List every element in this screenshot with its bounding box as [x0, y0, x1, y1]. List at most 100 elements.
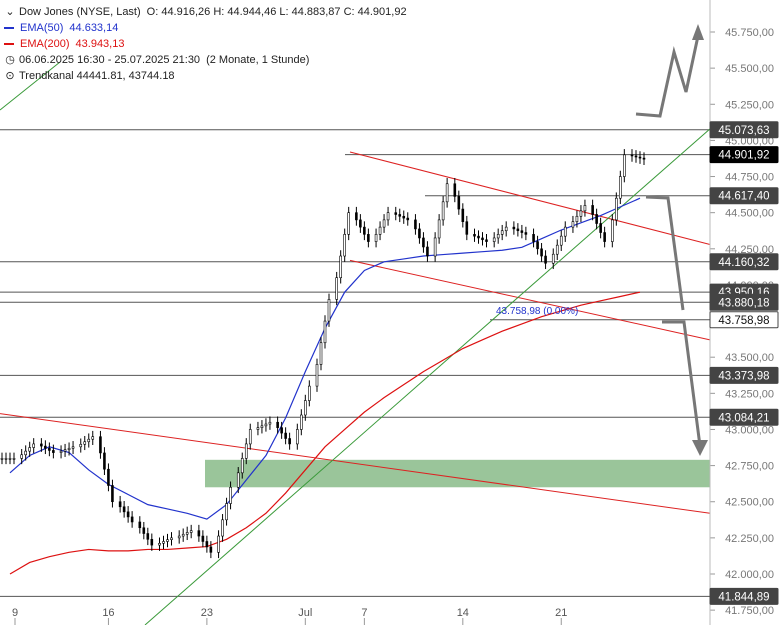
candle-body: [327, 299, 331, 322]
bearish-scenario-arrow-1: [645, 195, 685, 311]
candle-body: [536, 241, 539, 250]
legend-ema200-label: EMA(200): [20, 38, 70, 50]
candle-body: [516, 228, 520, 232]
candle-body: [374, 234, 378, 242]
candle-body: [217, 535, 220, 553]
candle-body: [551, 253, 555, 264]
legend-range: 06.06.2025 16:30 - 25.07.2025 21:30: [19, 54, 201, 66]
long-downtrend-line: [0, 413, 711, 514]
candle-body: [611, 219, 614, 242]
candle-body: [524, 232, 528, 235]
candle-body: [146, 533, 150, 540]
y-tick-label: 43.250,00: [725, 388, 774, 400]
y-tick-label: 42.250,00: [725, 533, 774, 545]
candle-body: [591, 205, 594, 215]
x-tick-label: 21: [555, 607, 567, 619]
candle-body: [177, 535, 181, 539]
candle-body: [575, 215, 579, 222]
bearish-scenario-arrow-2: [662, 320, 702, 447]
candle-body: [504, 226, 508, 232]
candle-body: [240, 458, 244, 474]
candle-body: [296, 429, 299, 445]
price-tag-2: [709, 187, 779, 205]
candle-body: [229, 486, 232, 504]
candle-body: [111, 485, 114, 503]
candle-body: [630, 154, 634, 157]
candle-body: [426, 246, 429, 257]
x-tick-label: Jul: [298, 607, 312, 619]
candle-body: [280, 427, 283, 434]
candle-body: [8, 458, 12, 460]
channel-upper-line: [349, 151, 711, 245]
candle-body: [44, 445, 47, 449]
candle-body: [599, 223, 602, 233]
candle-body: [418, 228, 421, 239]
candle-body: [12, 458, 16, 460]
price-tag-label-9: 41.844,89: [718, 591, 769, 603]
y-tick-label: 41.750,00: [725, 605, 774, 617]
x-tick-label: 16: [102, 607, 114, 619]
candle-body: [433, 237, 437, 257]
candle-body: [181, 533, 185, 537]
x-tick-label: 14: [457, 607, 469, 619]
candle-body: [500, 230, 504, 235]
candle-body: [122, 506, 126, 513]
price-tag-label-8: 43.084,21: [718, 412, 769, 424]
candle-body: [595, 214, 598, 224]
candle-body: [343, 234, 346, 257]
price-tag-label-1: 44.901,92: [718, 150, 769, 162]
candle-body: [477, 235, 480, 239]
y-tick-label: 43.500,00: [725, 352, 774, 364]
candle-body: [4, 458, 8, 460]
x-tick-label: 9: [12, 607, 18, 619]
candle-body: [158, 542, 161, 546]
candle-body: [386, 212, 390, 221]
candle-body: [268, 421, 272, 425]
candle-body: [359, 219, 362, 228]
price-tag-7: [709, 366, 779, 384]
candle-body: [166, 539, 169, 542]
candle-body: [319, 342, 323, 365]
candle-body: [445, 183, 449, 203]
candle-body: [201, 535, 205, 542]
bullish-arrowhead: [692, 24, 704, 40]
candle-body: [485, 239, 488, 242]
candle-body: [422, 237, 425, 248]
candle-body: [52, 450, 55, 453]
candle-body: [378, 226, 382, 235]
candle-body: [32, 443, 35, 448]
old-trend-line: [0, 61, 61, 111]
candle-body: [264, 423, 268, 427]
chart-legend: ⌄ Dow Jones (NYSE, Last) O: 44.916,26 H:…: [4, 4, 407, 84]
price-tag-3: [709, 253, 779, 271]
candle-body: [579, 210, 583, 217]
candle-body: [205, 541, 209, 548]
candle-body: [583, 205, 587, 212]
candle-body: [642, 157, 646, 160]
collapse-chevron-icon[interactable]: ⌄: [5, 6, 15, 18]
y-tick-label: 42.750,00: [725, 461, 774, 473]
price-tag-0: [709, 121, 779, 139]
candle-body: [520, 230, 524, 233]
y-tick-label: 42.000,00: [725, 569, 774, 581]
candle-body: [142, 527, 146, 534]
candle-body: [138, 521, 142, 529]
candle-body: [244, 443, 248, 459]
candle-body: [103, 452, 106, 470]
candle-body: [276, 421, 279, 428]
price-tag-9: [709, 587, 779, 605]
candle-body: [209, 546, 213, 553]
annotation-label: 43.758,98 (0.00%): [496, 306, 578, 317]
candle-body: [559, 235, 563, 246]
legend-title: Dow Jones (NYSE, Last): [19, 6, 141, 18]
candle-body: [236, 472, 240, 488]
legend-range-detail: (2 Monate, 1 Stunde): [206, 54, 310, 66]
candle-body: [481, 237, 484, 241]
bullish-scenario-arrow: [635, 35, 700, 118]
candle-body: [170, 537, 173, 540]
candle-body: [304, 400, 307, 416]
candle-body: [347, 212, 350, 235]
candle-body: [634, 155, 638, 158]
legend-ema200-value: 43.943,13: [75, 38, 125, 50]
